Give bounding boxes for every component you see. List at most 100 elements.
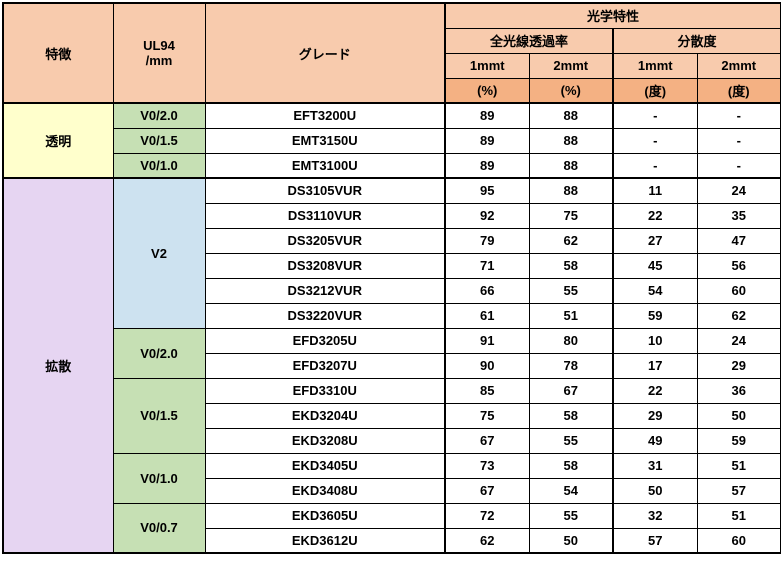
table-row: 透明 V0/2.0 EFT3200U 89 88 - -	[3, 103, 781, 128]
val-cell: 11	[613, 178, 697, 203]
val-cell: 62	[697, 303, 781, 328]
val-cell: -	[613, 153, 697, 178]
val-cell: 67	[529, 378, 613, 403]
val-cell: 85	[445, 378, 529, 403]
val-cell: 32	[613, 503, 697, 528]
table-row: V0/1.5 EMT3150U 89 88 - -	[3, 128, 781, 153]
hdr-ul94: UL94 /mm	[113, 3, 205, 103]
grade-cell: DS3110VUR	[205, 203, 445, 228]
hdr-unit-deg-2: (度)	[697, 78, 781, 103]
val-cell: 89	[445, 128, 529, 153]
val-cell: 10	[613, 328, 697, 353]
val-cell: 78	[529, 353, 613, 378]
val-cell: 88	[529, 128, 613, 153]
val-cell: 54	[613, 278, 697, 303]
val-cell: 55	[529, 428, 613, 453]
hdr-1mmt-b: 1mmt	[613, 53, 697, 78]
ul-cell: V0/2.0	[113, 328, 205, 378]
val-cell: 88	[529, 178, 613, 203]
val-cell: 60	[697, 528, 781, 553]
val-cell: 90	[445, 353, 529, 378]
val-cell: 89	[445, 153, 529, 178]
grade-cell: EFD3310U	[205, 378, 445, 403]
grade-cell: EMT3150U	[205, 128, 445, 153]
grade-cell: DS3105VUR	[205, 178, 445, 203]
grade-cell: EKD3204U	[205, 403, 445, 428]
grade-cell: DS3220VUR	[205, 303, 445, 328]
val-cell: 50	[697, 403, 781, 428]
val-cell: 62	[529, 228, 613, 253]
val-cell: 54	[529, 478, 613, 503]
val-cell: -	[613, 103, 697, 128]
val-cell: 47	[697, 228, 781, 253]
val-cell: 24	[697, 178, 781, 203]
val-cell: 51	[697, 453, 781, 478]
hdr-unit-deg-1: (度)	[613, 78, 697, 103]
val-cell: 51	[529, 303, 613, 328]
val-cell: -	[697, 153, 781, 178]
ul-cell: V0/1.5	[113, 128, 205, 153]
val-cell: 60	[697, 278, 781, 303]
val-cell: 56	[697, 253, 781, 278]
val-cell: 57	[613, 528, 697, 553]
val-cell: 31	[613, 453, 697, 478]
val-cell: 50	[613, 478, 697, 503]
val-cell: 67	[445, 478, 529, 503]
val-cell: 59	[697, 428, 781, 453]
ul-cell: V0/1.5	[113, 378, 205, 453]
val-cell: 58	[529, 253, 613, 278]
val-cell: 29	[613, 403, 697, 428]
val-cell: 27	[613, 228, 697, 253]
val-cell: -	[613, 128, 697, 153]
val-cell: 22	[613, 203, 697, 228]
table-row: V0/0.7 EKD3605U 72 55 32 51	[3, 503, 781, 528]
val-cell: 24	[697, 328, 781, 353]
hdr-unit-pct-2: (%)	[529, 78, 613, 103]
grade-cell: EFD3205U	[205, 328, 445, 353]
hdr-feature: 特徴	[3, 3, 113, 103]
val-cell: 66	[445, 278, 529, 303]
val-cell: 67	[445, 428, 529, 453]
grade-cell: EKD3612U	[205, 528, 445, 553]
table-row: V0/1.0 EMT3100U 89 88 - -	[3, 153, 781, 178]
val-cell: 91	[445, 328, 529, 353]
val-cell: 45	[613, 253, 697, 278]
ul-cell: V0/2.0	[113, 103, 205, 128]
table-row: 拡散 V2 DS3105VUR 95 88 11 24	[3, 178, 781, 203]
val-cell: 75	[445, 403, 529, 428]
hdr-2mmt-b: 2mmt	[697, 53, 781, 78]
val-cell: 55	[529, 278, 613, 303]
hdr-trans: 全光線透過率	[445, 28, 613, 53]
val-cell: 72	[445, 503, 529, 528]
ul-cell: V0/1.0	[113, 453, 205, 503]
table-row: V0/1.5 EFD3310U 85 67 22 36	[3, 378, 781, 403]
val-cell: -	[697, 103, 781, 128]
grade-cell: EFT3200U	[205, 103, 445, 128]
grade-cell: DS3208VUR	[205, 253, 445, 278]
table-row: V0/1.0 EKD3405U 73 58 31 51	[3, 453, 781, 478]
val-cell: 73	[445, 453, 529, 478]
val-cell: 58	[529, 403, 613, 428]
val-cell: 17	[613, 353, 697, 378]
hdr-2mmt-a: 2mmt	[529, 53, 613, 78]
grade-cell: DS3212VUR	[205, 278, 445, 303]
ul-cell: V0/1.0	[113, 153, 205, 178]
feature-diffuse: 拡散	[3, 178, 113, 553]
val-cell: 49	[613, 428, 697, 453]
hdr-disp: 分散度	[613, 28, 781, 53]
val-cell: 55	[529, 503, 613, 528]
val-cell: 80	[529, 328, 613, 353]
grade-cell: EKD3405U	[205, 453, 445, 478]
val-cell: 58	[529, 453, 613, 478]
grade-cell: EKD3208U	[205, 428, 445, 453]
val-cell: 57	[697, 478, 781, 503]
val-cell: 88	[529, 153, 613, 178]
hdr-1mmt-a: 1mmt	[445, 53, 529, 78]
val-cell: 95	[445, 178, 529, 203]
grade-cell: EKD3408U	[205, 478, 445, 503]
feature-transparent: 透明	[3, 103, 113, 178]
val-cell: 50	[529, 528, 613, 553]
grade-cell: EFD3207U	[205, 353, 445, 378]
ul-cell: V2	[113, 178, 205, 328]
ul-cell: V0/0.7	[113, 503, 205, 553]
